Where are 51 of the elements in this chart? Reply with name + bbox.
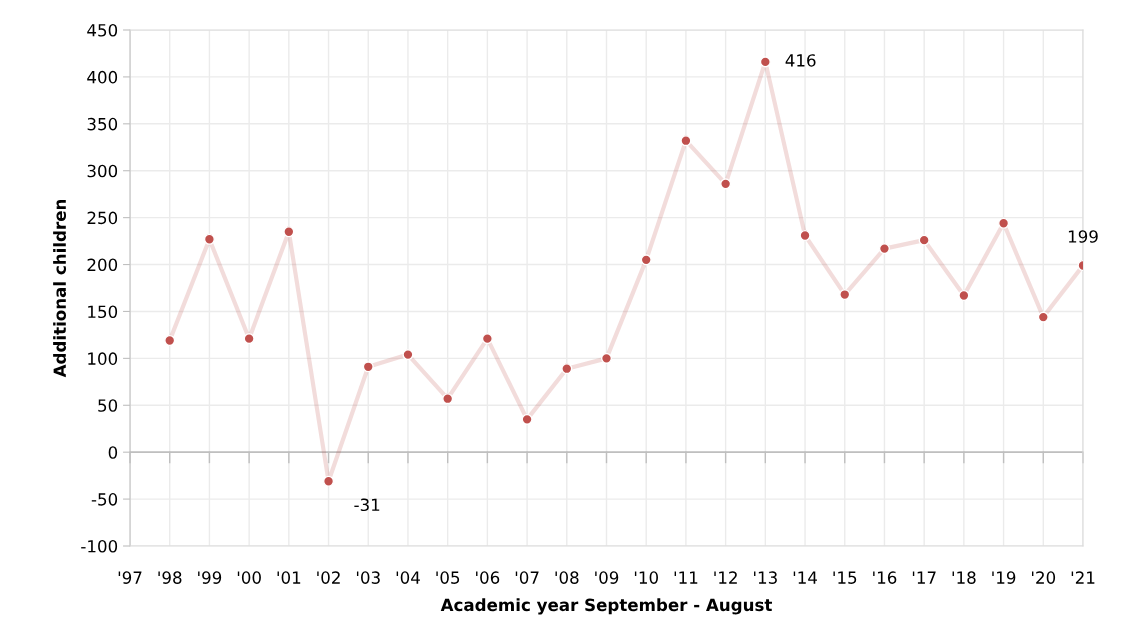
x-tick-label: '16 bbox=[873, 571, 897, 584]
y-tick-label: -50 bbox=[91, 493, 118, 506]
y-tick-label: 200 bbox=[87, 258, 118, 272]
x-tick-label: '12 bbox=[714, 571, 737, 584]
data-label: 199 bbox=[1068, 230, 1098, 243]
y-tick-label: 400 bbox=[87, 70, 118, 84]
x-tick-label: '19 bbox=[992, 571, 1016, 584]
x-tick-label: '00 bbox=[237, 571, 261, 584]
x-tick-label: '09 bbox=[595, 571, 619, 584]
x-tick-label: '01 bbox=[277, 571, 301, 584]
y-tick-label: 0 bbox=[108, 446, 118, 459]
x-tick-label: '18 bbox=[952, 571, 976, 584]
x-tick-label: '99 bbox=[198, 571, 222, 584]
y-tick-label: 300 bbox=[87, 164, 118, 178]
x-tick-label: '06 bbox=[476, 571, 500, 584]
x-tick-label: '13 bbox=[754, 571, 777, 584]
y-tick-label: 450 bbox=[87, 23, 118, 37]
x-tick-label: '05 bbox=[436, 571, 460, 584]
point bbox=[402, 349, 414, 361]
point bbox=[799, 229, 811, 242]
x-tick-label: '20 bbox=[1032, 571, 1056, 584]
point bbox=[600, 352, 613, 364]
x-axis-title: Academic year September - August bbox=[440, 598, 772, 615]
x-tick-label: '08 bbox=[555, 571, 579, 584]
x-tick-label: '03 bbox=[356, 571, 380, 584]
data-label: -31 bbox=[354, 498, 380, 512]
x-tick-label: '15 bbox=[833, 571, 857, 584]
y-tick-label: 350 bbox=[87, 117, 118, 131]
x-tick-label: '10 bbox=[634, 571, 658, 584]
y-axis-title: Additional children bbox=[53, 199, 67, 378]
point bbox=[680, 135, 692, 147]
point bbox=[561, 363, 573, 375]
x-tick-label: '07 bbox=[515, 571, 539, 584]
x-tick-label: '97 bbox=[118, 571, 142, 584]
y-tick-label: 50 bbox=[98, 399, 118, 412]
data-label: 416 bbox=[785, 54, 816, 67]
x-tick-label: '11 bbox=[674, 571, 698, 584]
x-tick-label: '21 bbox=[1071, 571, 1095, 584]
point bbox=[878, 243, 891, 255]
x-tick-label: '04 bbox=[396, 571, 420, 584]
x-tick-label: '14 bbox=[793, 571, 817, 584]
point bbox=[839, 289, 851, 301]
y-tick-label: 150 bbox=[88, 305, 118, 319]
x-tick-label: '17 bbox=[912, 571, 936, 584]
y-tick-label: 100 bbox=[88, 352, 118, 365]
x-tick-label: '02 bbox=[317, 571, 340, 584]
point bbox=[362, 361, 374, 373]
point bbox=[918, 234, 930, 246]
y-tick-label: -100 bbox=[81, 539, 118, 553]
x-tick-label: '98 bbox=[158, 571, 182, 584]
y-tick-label: 250 bbox=[87, 211, 118, 225]
